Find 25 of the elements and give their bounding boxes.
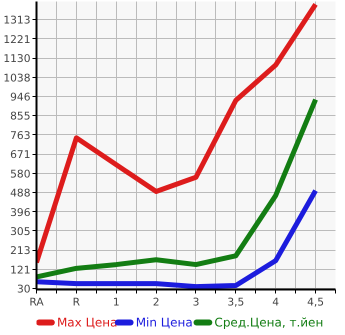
y-tick-label: 121 — [10, 263, 31, 276]
y-tick-label: 763 — [10, 128, 31, 142]
y-tick-label: 1038 — [3, 71, 31, 84]
x-tick-label: 4,5 — [307, 296, 324, 308]
y-tick-label: 946 — [10, 90, 31, 104]
y-tick-label: 30 — [16, 282, 31, 296]
y-tick-label: 580 — [10, 167, 31, 180]
y-tick-label: 396 — [10, 206, 31, 219]
x-tick-label: 2 — [152, 296, 160, 308]
y-tick-label: 855 — [10, 110, 31, 123]
y-tick-label: 671 — [10, 148, 31, 162]
x-tick-label: 3,5 — [227, 296, 244, 308]
y-tick-label: 1130 — [3, 52, 31, 66]
legend-label: Сред.Цена, т.йен — [214, 316, 324, 330]
y-tick-label: 305 — [10, 224, 31, 238]
y-tick-label: 488 — [10, 186, 31, 200]
x-tick-label: R — [72, 296, 81, 308]
x-tick-label: RA — [29, 296, 44, 308]
y-tick-label: 213 — [10, 244, 31, 258]
y-tick-label: 1221 — [3, 32, 31, 46]
x-tick-label: 4 — [272, 296, 280, 308]
x-tick-label: 3 — [192, 296, 200, 308]
y-tick-label: 1313 — [3, 14, 31, 27]
legend-label: Min Цена — [136, 316, 193, 330]
x-tick-label: 1 — [112, 296, 120, 308]
